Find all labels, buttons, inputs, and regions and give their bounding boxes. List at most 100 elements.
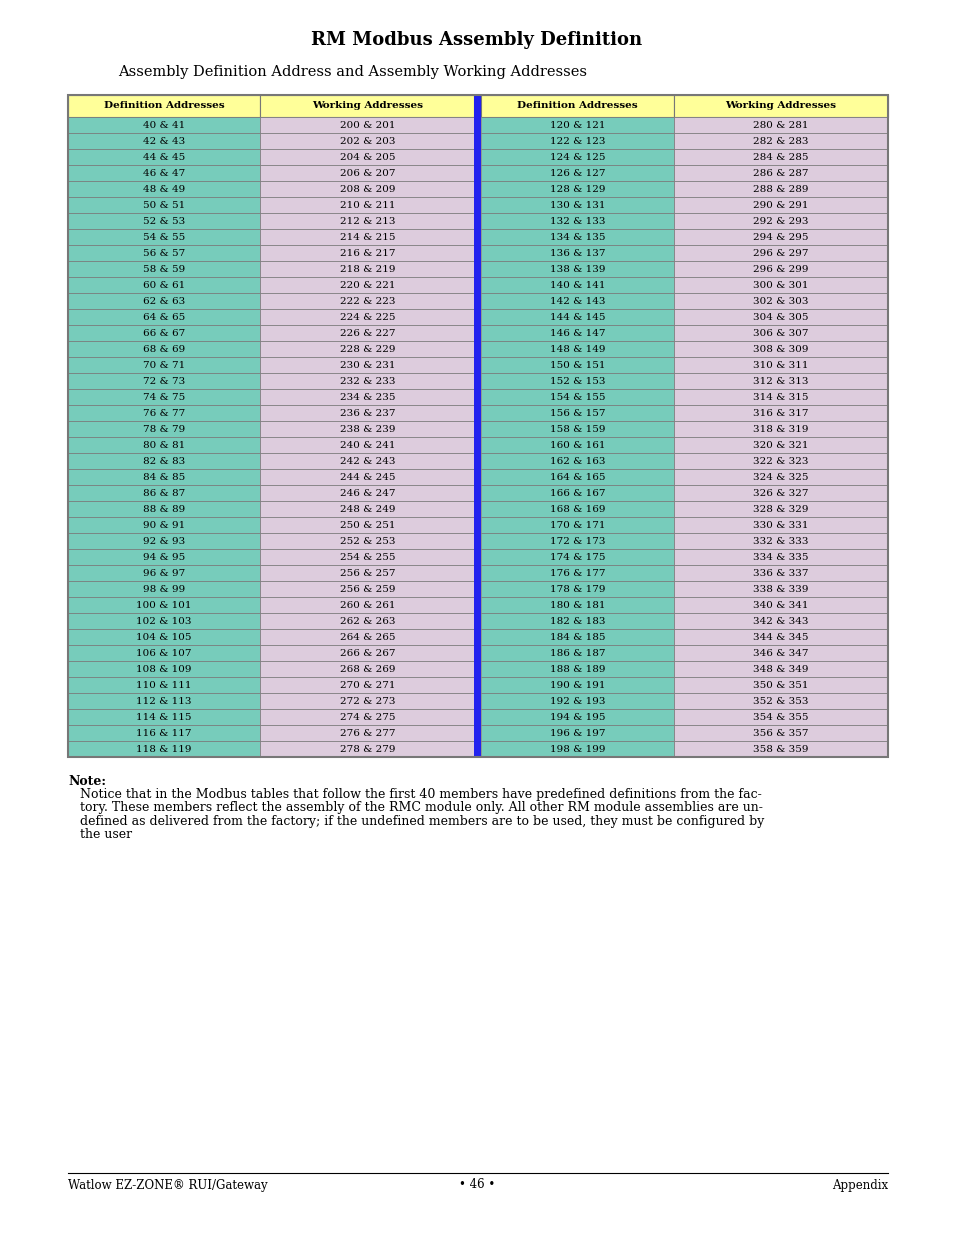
Text: 202 & 203: 202 & 203 — [339, 137, 395, 146]
Text: 174 & 175: 174 & 175 — [549, 552, 604, 562]
Text: 168 & 169: 168 & 169 — [549, 505, 604, 514]
Text: 74 & 75: 74 & 75 — [143, 393, 185, 401]
Text: 156 & 157: 156 & 157 — [549, 409, 604, 417]
Text: 154 & 155: 154 & 155 — [549, 393, 604, 401]
Text: 236 & 237: 236 & 237 — [339, 409, 395, 417]
Bar — [673, 309, 887, 325]
Text: 314 & 315: 314 & 315 — [752, 393, 808, 401]
Bar — [68, 613, 260, 629]
Text: 234 & 235: 234 & 235 — [339, 393, 395, 401]
Bar — [68, 182, 260, 198]
Text: 316 & 317: 316 & 317 — [752, 409, 808, 417]
Bar — [474, 469, 481, 485]
Text: 52 & 53: 52 & 53 — [143, 216, 185, 226]
Text: 158 & 159: 158 & 159 — [549, 425, 604, 433]
Bar — [68, 341, 260, 357]
Bar — [68, 95, 887, 757]
Text: 96 & 97: 96 & 97 — [143, 568, 185, 578]
Text: 334 & 335: 334 & 335 — [752, 552, 808, 562]
Bar — [260, 95, 474, 117]
Bar — [68, 95, 260, 117]
Bar — [474, 629, 481, 645]
Bar — [474, 485, 481, 501]
Text: 148 & 149: 148 & 149 — [549, 345, 604, 353]
Text: 78 & 79: 78 & 79 — [143, 425, 185, 433]
Text: 330 & 331: 330 & 331 — [752, 520, 808, 530]
Text: 82 & 83: 82 & 83 — [143, 457, 185, 466]
Bar — [68, 534, 260, 550]
Text: 122 & 123: 122 & 123 — [549, 137, 604, 146]
Bar — [260, 373, 474, 389]
Bar — [481, 212, 673, 228]
Text: 136 & 137: 136 & 137 — [549, 248, 604, 258]
Text: 206 & 207: 206 & 207 — [339, 168, 395, 178]
Text: 124 & 125: 124 & 125 — [549, 152, 604, 162]
Bar — [673, 725, 887, 741]
Text: 76 & 77: 76 & 77 — [143, 409, 185, 417]
Text: 106 & 107: 106 & 107 — [136, 648, 192, 657]
Bar — [68, 564, 260, 580]
Bar — [68, 725, 260, 741]
Bar — [260, 117, 474, 133]
Text: 110 & 111: 110 & 111 — [136, 680, 192, 689]
Text: 294 & 295: 294 & 295 — [752, 232, 808, 242]
Bar — [481, 309, 673, 325]
Text: RM Modbus Assembly Definition: RM Modbus Assembly Definition — [311, 31, 642, 49]
Text: Note:: Note: — [68, 776, 106, 788]
Bar — [68, 405, 260, 421]
Text: 338 & 339: 338 & 339 — [752, 584, 808, 594]
Bar — [673, 453, 887, 469]
Bar — [260, 485, 474, 501]
Text: 356 & 357: 356 & 357 — [752, 729, 808, 737]
Bar — [474, 661, 481, 677]
Text: 138 & 139: 138 & 139 — [549, 264, 604, 273]
Text: 84 & 85: 84 & 85 — [143, 473, 185, 482]
Text: 286 & 287: 286 & 287 — [752, 168, 808, 178]
Text: 242 & 243: 242 & 243 — [339, 457, 395, 466]
Bar — [260, 534, 474, 550]
Text: 64 & 65: 64 & 65 — [143, 312, 185, 321]
Text: 80 & 81: 80 & 81 — [143, 441, 185, 450]
Text: 180 & 181: 180 & 181 — [549, 600, 604, 610]
Bar — [481, 95, 673, 117]
Bar — [673, 597, 887, 613]
Text: 214 & 215: 214 & 215 — [339, 232, 395, 242]
Bar — [481, 405, 673, 421]
Bar — [673, 629, 887, 645]
Bar — [260, 677, 474, 693]
Bar — [673, 613, 887, 629]
Text: 280 & 281: 280 & 281 — [752, 121, 808, 130]
Bar — [260, 212, 474, 228]
Bar — [260, 469, 474, 485]
Bar — [481, 469, 673, 485]
Bar — [474, 709, 481, 725]
Text: 320 & 321: 320 & 321 — [752, 441, 808, 450]
Bar — [260, 661, 474, 677]
Text: 134 & 135: 134 & 135 — [549, 232, 604, 242]
Bar — [474, 325, 481, 341]
Bar — [673, 550, 887, 564]
Bar — [260, 277, 474, 293]
Bar — [481, 373, 673, 389]
Text: 188 & 189: 188 & 189 — [549, 664, 604, 673]
Bar — [673, 149, 887, 165]
Text: 160 & 161: 160 & 161 — [549, 441, 604, 450]
Text: 200 & 201: 200 & 201 — [339, 121, 395, 130]
Bar — [68, 245, 260, 261]
Text: 86 & 87: 86 & 87 — [143, 489, 185, 498]
Text: 42 & 43: 42 & 43 — [143, 137, 185, 146]
Text: 194 & 195: 194 & 195 — [549, 713, 604, 721]
Text: 346 & 347: 346 & 347 — [752, 648, 808, 657]
Bar — [260, 198, 474, 212]
Bar — [260, 325, 474, 341]
Text: 56 & 57: 56 & 57 — [143, 248, 185, 258]
Text: 166 & 167: 166 & 167 — [549, 489, 604, 498]
Text: Definition Addresses: Definition Addresses — [104, 101, 224, 110]
Bar — [474, 741, 481, 757]
Text: 354 & 355: 354 & 355 — [752, 713, 808, 721]
Text: 336 & 337: 336 & 337 — [752, 568, 808, 578]
Bar — [68, 149, 260, 165]
Text: 230 & 231: 230 & 231 — [339, 361, 395, 369]
Bar — [260, 453, 474, 469]
Text: Working Addresses: Working Addresses — [312, 101, 422, 110]
